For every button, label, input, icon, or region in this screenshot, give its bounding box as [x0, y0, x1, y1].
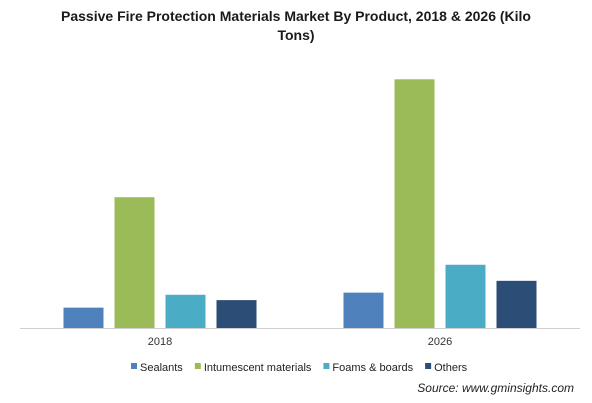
- bars-group: [63, 79, 537, 329]
- x-tick-labels: 2018 2026: [148, 336, 452, 348]
- legend-swatch: [323, 363, 330, 369]
- legend-swatch: [131, 363, 137, 369]
- x-tick-label: 2026: [428, 336, 452, 348]
- x-tick-label: 2018: [148, 336, 172, 348]
- bar-foams-boards-2018: [165, 294, 206, 328]
- legend-label: Sealants: [140, 362, 183, 374]
- legend-label: Foams & boards: [332, 362, 413, 374]
- legend: Sealants Intumescent materials Foams & boa…: [131, 362, 468, 374]
- bar-sealants-2026: [343, 292, 384, 328]
- legend-label: Intumescent materials: [204, 362, 312, 374]
- legend-swatch: [425, 363, 432, 369]
- chart-title: Passive Fire Protection Materials Market…: [61, 8, 531, 43]
- bar-foams-boards-2026: [445, 264, 486, 328]
- bar-others-2018: [216, 300, 257, 328]
- bar-intumescent-materials-2026: [394, 79, 435, 329]
- source-note: Source: www.gminsights.com: [417, 381, 574, 395]
- bar-others-2026: [496, 280, 537, 328]
- bar-intumescent-materials-2018: [114, 197, 155, 328]
- legend-label: Others: [434, 362, 468, 374]
- bar-sealants-2018: [63, 307, 104, 328]
- legend-swatch: [194, 363, 201, 369]
